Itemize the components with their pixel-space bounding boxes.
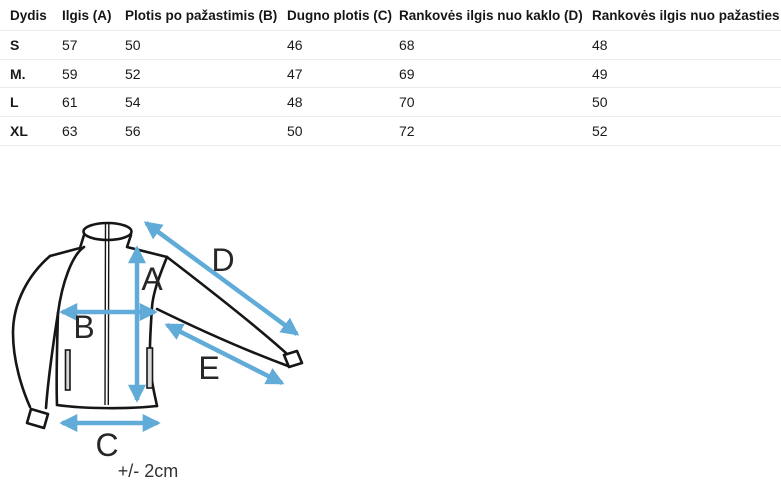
size-table-header-row: Dydis Ilgis (A) Plotis po pažastimis (B)… xyxy=(0,0,781,31)
left-pocket xyxy=(64,349,71,391)
arrow-e-sleeve-from-armpit xyxy=(164,322,285,386)
neck-opening xyxy=(82,221,133,242)
value-b: 50 xyxy=(125,36,141,53)
column-header-sleeve-armpit-e: Rankovės ilgis nuo pažasties (E) xyxy=(592,7,781,23)
size-label: L xyxy=(10,94,19,111)
right-cuff xyxy=(282,349,304,369)
right-pocket xyxy=(146,347,154,389)
label-c: C xyxy=(95,427,118,463)
left-armhole-seam xyxy=(56,245,86,315)
label-a: A xyxy=(141,261,163,297)
bottom-hem xyxy=(55,403,159,410)
value-d: 70 xyxy=(399,94,415,111)
value-b: 56 xyxy=(125,122,141,139)
size-label: M. xyxy=(10,65,26,82)
measurement-labels: A B C D E +/- 2cm xyxy=(73,242,234,481)
label-d: D xyxy=(211,242,234,278)
column-header-size: Dydis xyxy=(10,7,47,23)
label-b: B xyxy=(73,309,94,345)
tolerance-note: +/- 2cm xyxy=(118,461,179,481)
column-header-width-b: Plotis po pažastimis (B) xyxy=(125,7,278,23)
column-header-length-a: Ilgis (A) xyxy=(62,7,112,23)
value-e: 48 xyxy=(592,36,608,53)
table-row-xl: XL 63 56 50 72 52 xyxy=(0,117,781,146)
collar-left-shoulder xyxy=(48,233,86,258)
value-a: 63 xyxy=(62,122,78,139)
value-d: 68 xyxy=(399,36,415,53)
jacket-outline xyxy=(11,221,304,430)
value-d: 72 xyxy=(399,122,415,139)
value-e: 49 xyxy=(592,65,608,82)
value-c: 47 xyxy=(287,65,303,82)
value-a: 59 xyxy=(62,65,78,82)
column-header-bottom-width-c: Dugno plotis (C) xyxy=(287,7,392,23)
value-b: 54 xyxy=(125,94,141,111)
size-table: Dydis Ilgis (A) Plotis po pažastimis (B)… xyxy=(0,0,781,146)
value-b: 52 xyxy=(125,65,141,82)
body-left-edge xyxy=(55,311,60,407)
value-c: 50 xyxy=(287,122,303,139)
value-c: 46 xyxy=(287,36,303,53)
table-row-l: L 61 54 48 70 50 xyxy=(0,88,781,118)
jacket-diagram-svg: A B C D E +/- 2cm xyxy=(11,221,304,481)
arrow-d-sleeve-from-neck xyxy=(143,221,300,336)
value-a: 57 xyxy=(62,36,78,53)
size-label: XL xyxy=(10,122,28,139)
column-header-sleeve-neck-d: Rankovės ilgis nuo kaklo (D) xyxy=(399,7,583,23)
measurement-arrows xyxy=(59,221,300,432)
size-label: S xyxy=(10,36,20,53)
value-c: 48 xyxy=(287,94,303,111)
table-row-s: S 57 50 46 68 48 xyxy=(0,31,781,60)
left-cuff xyxy=(25,407,50,430)
collar-right-shoulder xyxy=(125,233,169,259)
left-sleeve-outer-edge xyxy=(11,254,52,409)
label-e: E xyxy=(198,350,219,386)
table-row-m: M. 59 52 47 69 49 xyxy=(0,60,781,89)
value-e: 52 xyxy=(592,122,608,139)
value-a: 61 xyxy=(62,94,78,111)
value-e: 50 xyxy=(592,94,608,111)
jacket-measurement-diagram: A B C D E +/- 2cm xyxy=(0,195,330,483)
value-d: 69 xyxy=(399,65,415,82)
